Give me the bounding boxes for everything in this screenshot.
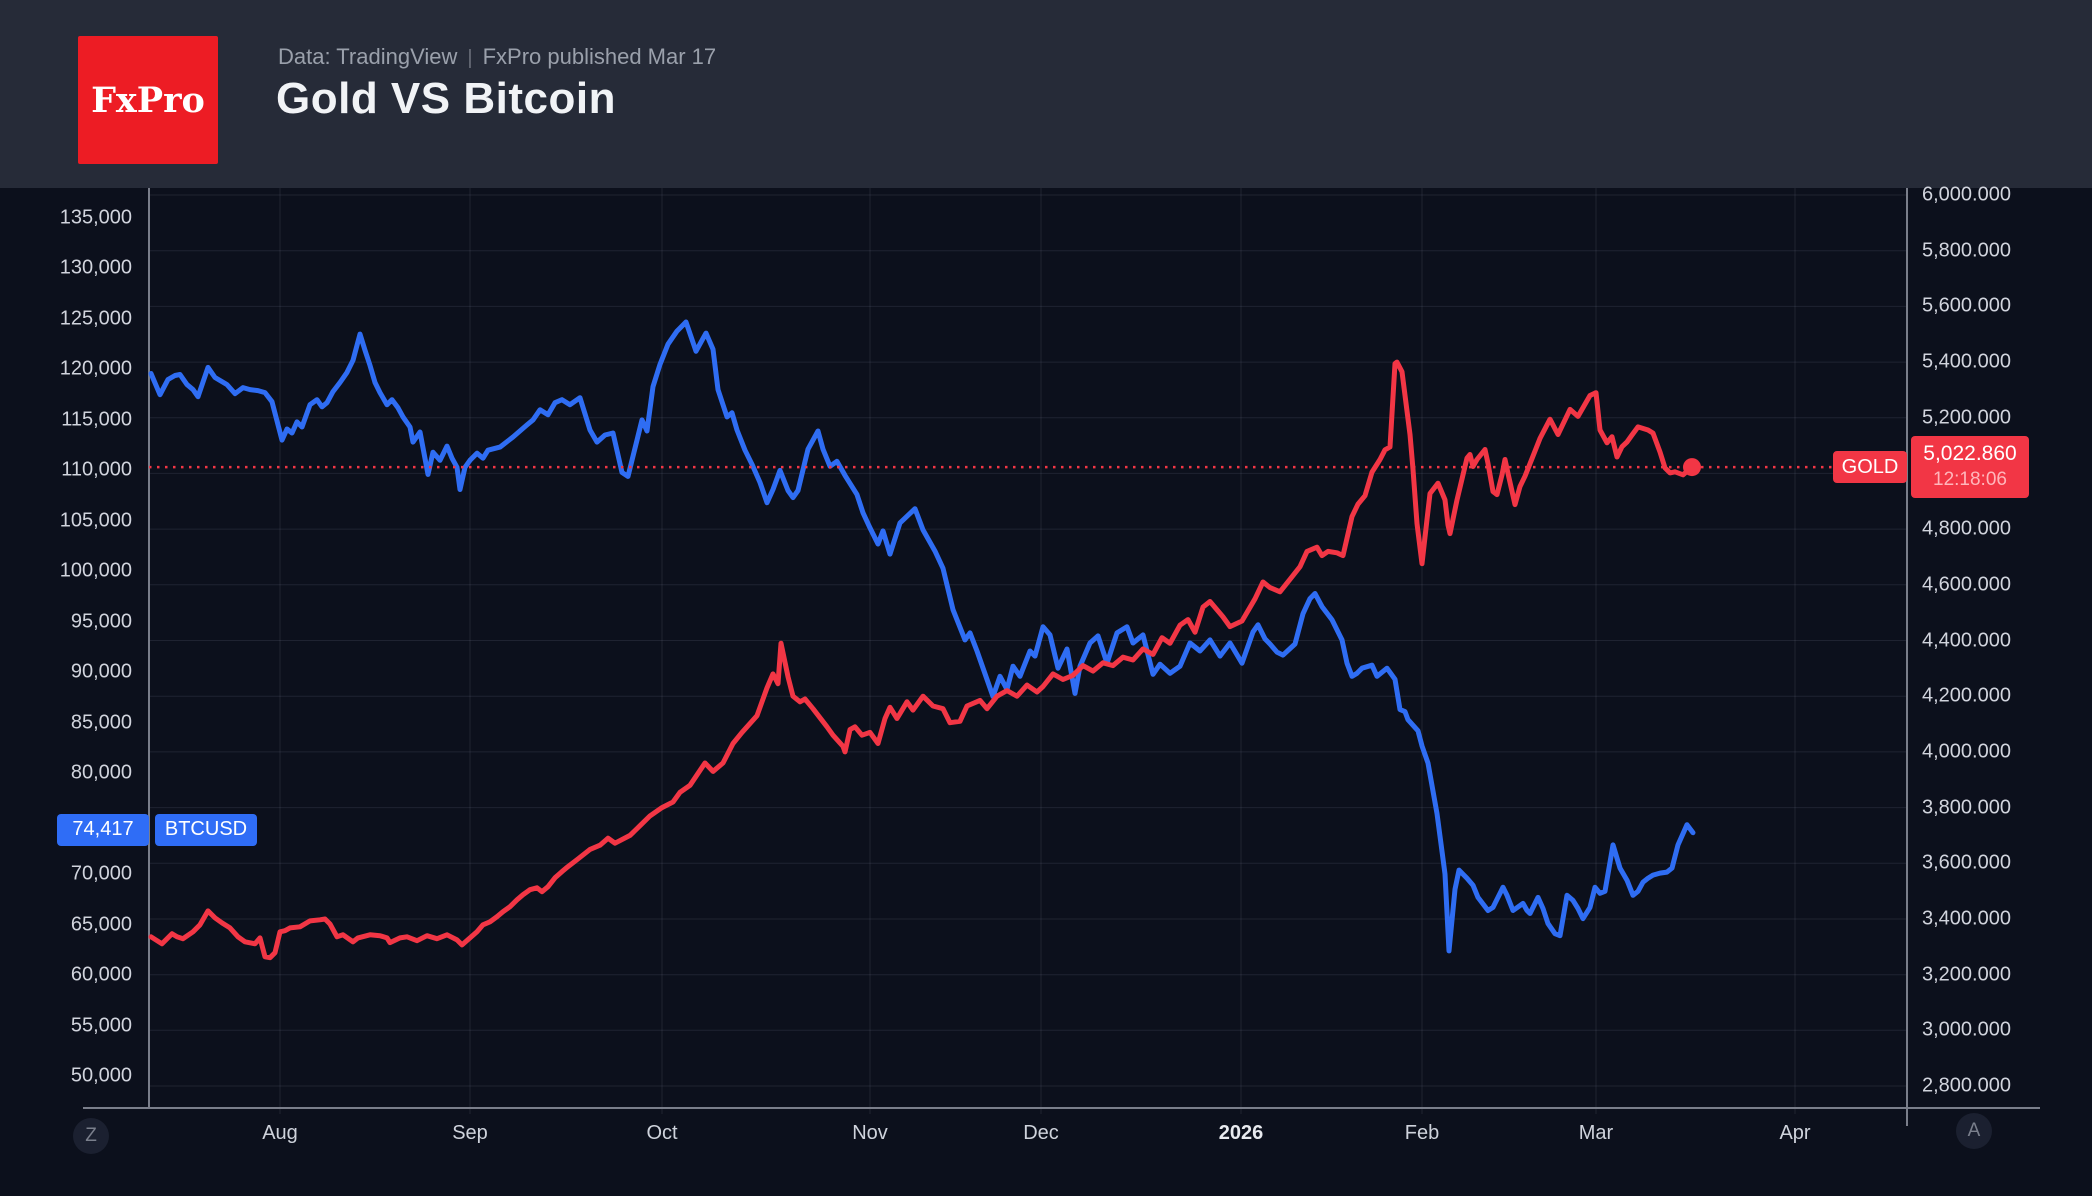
left-axis-label: 85,000 [70, 711, 132, 734]
published-date-label: FxPro published Mar 17 [482, 44, 717, 69]
x-axis-label-apr: Apr [1779, 1122, 1811, 1144]
chart-subtitle: Data: TradingView | FxPro published Mar 17 [278, 44, 716, 70]
right-axis-label: 5,200.000 [1922, 406, 2011, 429]
scale-a-button[interactable]: A [1956, 1113, 1992, 1149]
scale-z-button[interactable]: Z [73, 1118, 109, 1154]
right-axis-label: 6,000.000 [1922, 183, 2011, 206]
scale-a-label: A [1967, 1120, 1981, 1141]
right-axis-label: 5,800.000 [1922, 239, 2011, 262]
left-axis-label: 105,000 [59, 509, 132, 532]
right-axis-label: 4,600.000 [1922, 573, 2011, 596]
right-axis-label: 3,600.000 [1922, 851, 2011, 874]
right-axis-label: 4,800.000 [1922, 517, 2011, 540]
data-source-label: Data: TradingView [278, 44, 458, 69]
right-axis-label: 5,600.000 [1922, 294, 2011, 317]
left-axis-label: 135,000 [59, 206, 132, 229]
right-axis-label: 3,400.000 [1922, 907, 2011, 930]
fxpro-logo-text: FxPro [91, 79, 205, 121]
header: FxPro Data: TradingView | FxPro published … [0, 0, 2092, 188]
x-axis-label-mar: Mar [1578, 1122, 1614, 1144]
left-axis-label: 55,000 [70, 1014, 132, 1037]
btc-symbol: BTCUSD [164, 818, 248, 841]
left-axis-label: 100,000 [59, 559, 132, 582]
gold-symbol: GOLD [1841, 455, 1899, 478]
x-axis-label-2026: 2026 [1218, 1122, 1264, 1144]
gold-last-price-badge: 5,022.860 12:18:06 [1911, 436, 2029, 499]
left-axis-label: 60,000 [70, 963, 132, 986]
x-axis-label-sep: Sep [452, 1122, 488, 1144]
left-axis-label: 110,000 [61, 458, 132, 481]
x-axis-label-nov: Nov [852, 1122, 888, 1144]
right-axis-label: 4,400.000 [1922, 629, 2011, 652]
left-axis-label: 130,000 [59, 256, 132, 279]
right-axis-label: 2,800.000 [1922, 1074, 2011, 1097]
right-axis-label: 3,000.000 [1922, 1018, 2011, 1041]
btc-last-price-badge: 74,417 [57, 813, 149, 846]
scale-z-label: Z [85, 1125, 97, 1146]
x-axis-label-dec: Dec [1023, 1122, 1059, 1144]
x-axis-label-aug: Aug [262, 1122, 298, 1144]
left-axis-label: 115,000 [61, 408, 132, 431]
x-axis-label-feb: Feb [1404, 1122, 1440, 1144]
chart-title: Gold VS Bitcoin [276, 74, 616, 123]
left-axis-label: 70,000 [70, 862, 132, 885]
right-axis-label: 3,800.000 [1922, 796, 2011, 819]
right-axis-label: 3,200.000 [1922, 963, 2011, 986]
left-axis-label: 90,000 [70, 660, 132, 683]
gold-countdown-timer: 12:18:06 [1933, 469, 2007, 491]
fxpro-logo: FxPro [78, 36, 218, 164]
right-axis-label: 4,000.000 [1922, 740, 2011, 763]
subtitle-separator: | [467, 47, 473, 69]
btc-symbol-badge: BTCUSD [155, 813, 257, 846]
left-axis-label: 95,000 [70, 610, 132, 633]
right-axis-label: 4,200.000 [1922, 684, 2011, 707]
btc-last-price: 74,417 [72, 818, 134, 841]
left-axis-label: 80,000 [70, 761, 132, 784]
left-axis-label: 125,000 [59, 307, 132, 330]
left-axis-label: 50,000 [70, 1064, 132, 1087]
gold-last-price: 5,022.860 [1923, 442, 2017, 466]
left-axis-label: 65,000 [70, 913, 132, 936]
right-axis-label: 5,400.000 [1922, 350, 2011, 373]
gold-symbol-badge: GOLD [1833, 451, 1907, 484]
x-axis-label-oct: Oct [646, 1122, 678, 1144]
left-axis-label: 120,000 [59, 357, 132, 380]
